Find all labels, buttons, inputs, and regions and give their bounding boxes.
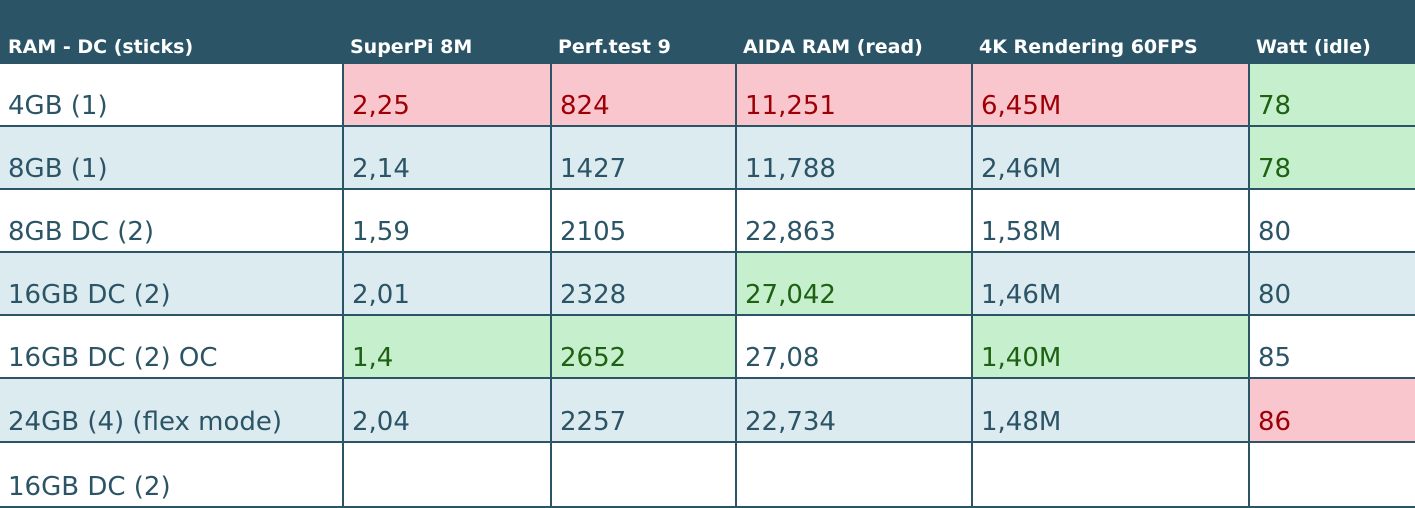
data-cell: 2,14 [342, 127, 550, 190]
data-cell: 1,46M [971, 253, 1248, 316]
row-label: 16GB DC (2) OC [0, 316, 342, 379]
row-label: 24GB (4) (flex mode) [0, 379, 342, 443]
data-cell [971, 443, 1248, 508]
header-cell: Watt (idle) [1248, 0, 1415, 64]
data-cell: 11,251 [735, 64, 971, 127]
data-cell: 1,59 [342, 190, 550, 253]
data-cell: 1,48M [971, 379, 1248, 443]
data-cell: 2105 [550, 190, 735, 253]
data-cell: 2,01 [342, 253, 550, 316]
data-cell: 1,40M [971, 316, 1248, 379]
data-cell: 85 [1248, 316, 1415, 379]
header-cell: SuperPi 8M [342, 0, 550, 64]
data-cell: 80 [1248, 253, 1415, 316]
header-cell: Perf.test 9 [550, 0, 735, 64]
data-cell [550, 443, 735, 508]
data-cell [735, 443, 971, 508]
data-cell: 2,04 [342, 379, 550, 443]
data-cell: 2257 [550, 379, 735, 443]
row-label: 16GB DC (2) [0, 443, 342, 508]
header-cell: AIDA RAM (read) [735, 0, 971, 64]
row-label: 16GB DC (2) [0, 253, 342, 316]
data-cell: 27,042 [735, 253, 971, 316]
data-cell: 1,4 [342, 316, 550, 379]
data-cell: 78 [1248, 127, 1415, 190]
data-cell: 86 [1248, 379, 1415, 443]
row-label: 8GB (1) [0, 127, 342, 190]
header-cell: 4K Rendering 60FPS [971, 0, 1248, 64]
row-label: 4GB (1) [0, 64, 342, 127]
header-cell: RAM - DC (sticks) [0, 0, 342, 64]
data-cell: 1,58M [971, 190, 1248, 253]
data-cell: 6,45M [971, 64, 1248, 127]
data-cell: 11,788 [735, 127, 971, 190]
data-cell: 80 [1248, 190, 1415, 253]
data-cell: 2,25 [342, 64, 550, 127]
data-cell [342, 443, 550, 508]
data-cell: 22,863 [735, 190, 971, 253]
data-cell: 2328 [550, 253, 735, 316]
data-cell: 78 [1248, 64, 1415, 127]
data-cell: 27,08 [735, 316, 971, 379]
data-cell: 824 [550, 64, 735, 127]
data-cell: 22,734 [735, 379, 971, 443]
data-cell: 1427 [550, 127, 735, 190]
row-label: 8GB DC (2) [0, 190, 342, 253]
data-cell: 2,46M [971, 127, 1248, 190]
data-cell: 2652 [550, 316, 735, 379]
data-cell [1248, 443, 1415, 508]
